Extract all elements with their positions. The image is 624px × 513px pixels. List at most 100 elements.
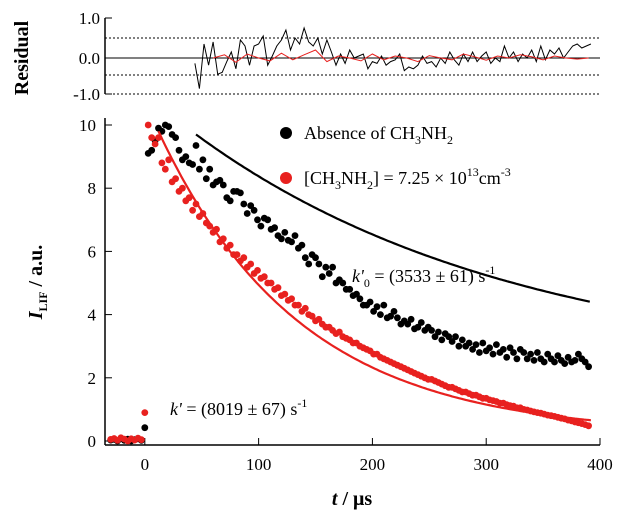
data-point-black-46 (264, 216, 272, 224)
data-point-black-28 (202, 175, 210, 183)
data-point-red-39 (240, 254, 248, 262)
data-point-red-47 (267, 279, 275, 287)
data-point-black-17 (165, 123, 173, 130)
data-point-black-87 (404, 320, 412, 328)
data-point-black-84 (394, 314, 401, 322)
legend-entry-black-text: Absence of (304, 123, 390, 143)
annotation-k0-body: = (3533 ± 61) s (370, 266, 486, 287)
data-point-black-82 (387, 312, 394, 320)
data-point-red-16 (161, 165, 169, 173)
y-axis-title-unit: / a.u. (25, 245, 47, 292)
data-point-black-58 (305, 260, 313, 268)
data-point-black-91 (417, 319, 425, 326)
data-point-black-64 (325, 270, 333, 277)
data-point-black-42 (250, 206, 258, 214)
data-point-black-79 (377, 311, 384, 318)
annotation-k0: k'0 = (3533 ± 61) s-1 (352, 263, 495, 290)
x-tick-label-400: 400 (587, 455, 613, 474)
data-point-black-88 (407, 315, 415, 323)
x-axis-title: t / μs (332, 488, 372, 510)
residual-tick-label-bottom: -1.0 (73, 85, 100, 104)
data-point-black-131 (554, 352, 562, 360)
data-point-black-83 (390, 308, 398, 315)
legend-entry-red-p4: ] = 7.25 × 10 (373, 168, 467, 188)
legend: Absence of CH3NH2 [CH3NH2] = 7.25 × 1013… (280, 123, 511, 192)
data-point-red-67 (336, 328, 343, 336)
data-point-black-116 (503, 353, 511, 361)
data-point-red-57 (301, 304, 309, 312)
data-point-black-100 (448, 338, 456, 345)
data-point-black-130 (551, 358, 558, 366)
residual-tick-label-mid: 0.0 (79, 49, 100, 68)
legend-entry-black-f3: 2 (447, 133, 453, 147)
data-point-black-35 (226, 197, 234, 205)
data-point-red-21 (179, 184, 186, 192)
data-point-black-127 (540, 358, 548, 366)
data-point-black-24 (189, 161, 197, 168)
data-point-black-56 (298, 241, 306, 249)
data-point-red-24 (189, 206, 197, 214)
data-point-black-20 (175, 146, 183, 154)
data-point-black-41 (247, 202, 255, 210)
data-point-red-15 (158, 159, 166, 167)
data-point-red-19 (172, 175, 180, 183)
legend-entry-red-p7: -3 (501, 165, 511, 179)
data-point-black-90 (414, 323, 422, 331)
data-point-black-112 (489, 350, 497, 358)
data-point-black-26 (196, 165, 203, 173)
legend-entry-black-f2: NH (421, 123, 447, 143)
data-point-black-109 (479, 339, 487, 347)
data-point-black-73 (356, 295, 364, 303)
data-point-black-25 (192, 142, 200, 149)
data-point-black-51 (281, 229, 289, 236)
data-point-black-103 (458, 336, 466, 344)
residual-panel: 1.0 0.0 -1.0 Residual (11, 9, 600, 104)
data-point-red-13 (151, 140, 159, 148)
data-point-black-72 (353, 290, 360, 298)
y-ticks: 0 2 4 6 8 10 (79, 116, 112, 451)
data-point-black-19 (172, 134, 180, 142)
data-point-black-95 (431, 333, 439, 341)
legend-marker-red (280, 172, 292, 184)
data-point-black-43 (254, 216, 261, 224)
x-ticks: 0 100 200 300 400 (141, 438, 613, 474)
data-point-red-51 (281, 290, 289, 298)
data-point-black-50 (278, 235, 285, 243)
data-point-red-61 (315, 315, 323, 323)
data-point-black-96 (435, 328, 442, 336)
data-point-black-108 (476, 349, 483, 356)
legend-entry-black: Absence of CH3NH2 (304, 123, 453, 147)
residual-series-red (212, 49, 589, 63)
data-point-black-29 (206, 165, 214, 173)
y-tick-label-8: 8 (88, 179, 97, 198)
data-point-black-10 (141, 424, 149, 432)
data-point-black-117 (506, 344, 514, 352)
y-tick-label-10: 10 (79, 116, 96, 135)
data-point-black-48 (271, 224, 278, 232)
legend-entry-red: [CH3NH2] = 7.25 × 1013cm-3 (304, 165, 511, 192)
data-point-black-113 (493, 341, 500, 348)
y-axis-title-sub: LIF (36, 291, 50, 311)
residual-axis-title: Residual (11, 20, 33, 95)
legend-entry-red-p5: 13 (467, 165, 479, 179)
data-point-red-55 (295, 301, 302, 309)
data-point-black-118 (510, 349, 517, 356)
annotation-k0-sup: -1 (485, 263, 495, 277)
data-point-red-12 (148, 134, 156, 142)
data-point-black-80 (380, 301, 388, 309)
annotation-k: k' = (8019 ± 67) s-1 (170, 396, 307, 420)
data-point-black-39 (240, 200, 248, 208)
residual-tick-label-top: 1.0 (79, 9, 100, 28)
legend-entry-black-f1: 3 (415, 133, 421, 147)
data-point-black-76 (366, 298, 374, 306)
data-point-red-35 (226, 241, 234, 249)
x-tick-label-200: 200 (360, 455, 386, 474)
data-point-black-57 (301, 254, 309, 262)
data-point-black-102 (455, 342, 463, 350)
data-point-black-44 (257, 222, 265, 230)
annotation-k-var: k' (170, 399, 183, 419)
data-point-black-61 (315, 260, 323, 268)
fit-curve-black (195, 133, 591, 303)
data-point-black-101 (452, 333, 459, 341)
